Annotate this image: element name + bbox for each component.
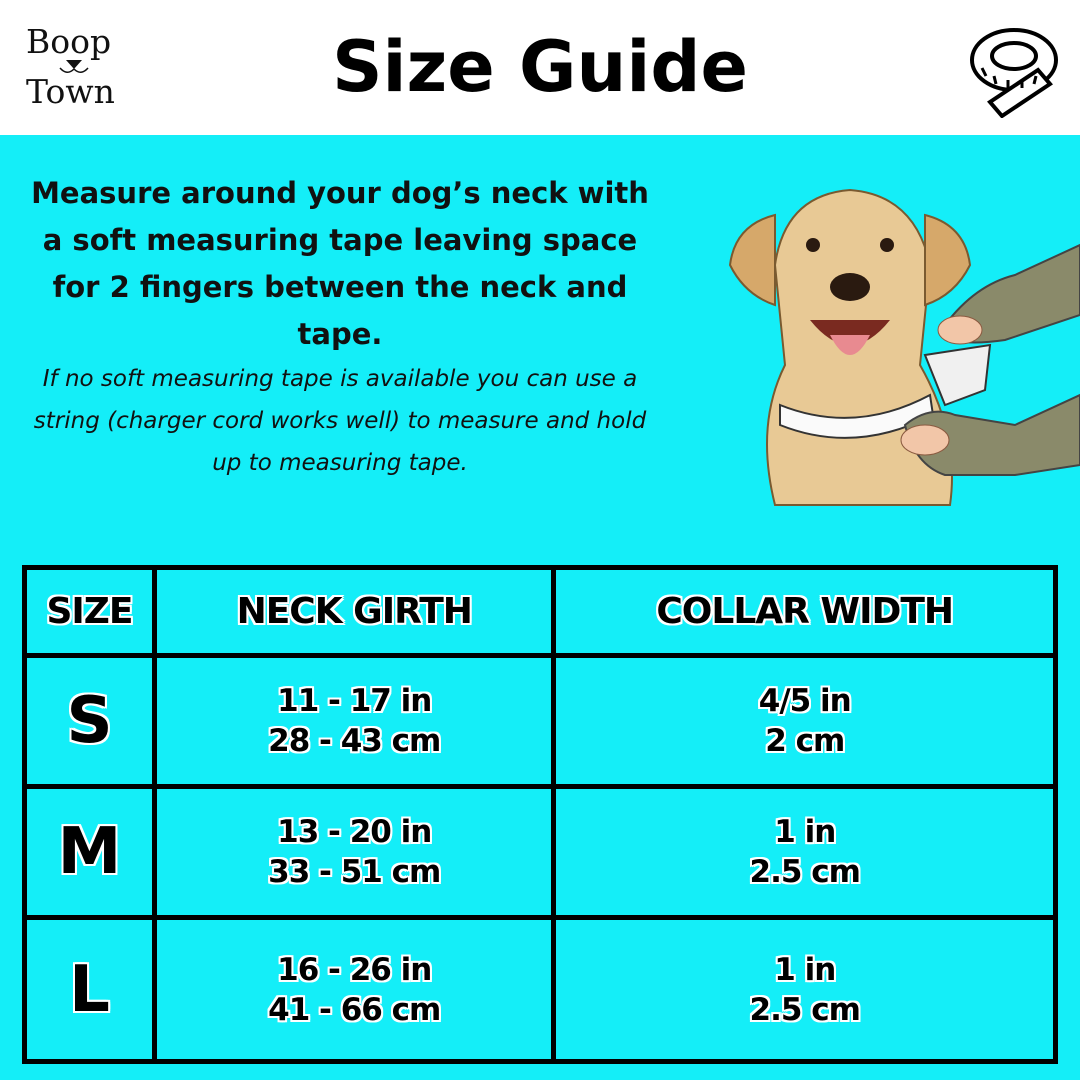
brand-line2: Town [26, 72, 115, 111]
header-collar-width: COLLAR WIDTH [551, 565, 1058, 658]
neck-girth-cell: 16 - 26 in 41 - 66 cm [151, 915, 557, 1064]
girth-cm: 33 - 51 cm [268, 854, 441, 890]
width-cm: 2 cm [765, 723, 845, 759]
brand-line1: Boop [26, 22, 112, 61]
header: Boop Town Size Guide [0, 0, 1080, 135]
table-row: L 16 - 26 in 41 - 66 cm 1 in 2.5 cm [22, 915, 1058, 1064]
header-size: SIZE [22, 565, 157, 658]
measuring-tape-icon [970, 28, 1058, 118]
width-in: 1 in [774, 951, 836, 988]
neck-girth-cell: 13 - 20 in 33 - 51 cm [151, 784, 557, 920]
girth-cm: 41 - 66 cm [268, 991, 441, 1028]
dog-measuring-illustration [728, 188, 1080, 506]
collar-width-cell: 4/5 in 2 cm [551, 653, 1058, 789]
width-in: 1 in [774, 814, 836, 850]
table-row: M 13 - 20 in 33 - 51 cm 1 in 2.5 cm [22, 784, 1058, 920]
brand-logo: Boop Town [26, 24, 126, 114]
girth-in: 13 - 20 in [277, 814, 432, 850]
width-cm: 2.5 cm [749, 991, 861, 1028]
size-label: M [22, 784, 157, 920]
collar-width-cell: 1 in 2.5 cm [551, 784, 1058, 920]
girth-in: 16 - 26 in [277, 951, 432, 988]
header-neck-girth: NECK GIRTH [151, 565, 557, 658]
note-text: If no soft measuring tape is available y… [33, 366, 647, 476]
collar-width-cell: 1 in 2.5 cm [551, 915, 1058, 1064]
table-row: S 11 - 17 in 28 - 43 cm 4/5 in 2 cm [22, 653, 1058, 789]
size-label: L [22, 915, 157, 1064]
table-header-row: SIZE NECK GIRTH COLLAR WIDTH [22, 565, 1058, 658]
page-title: Size Guide [332, 26, 748, 108]
instruction-text: Measure around your dog’s neck with a so… [31, 176, 649, 351]
neck-girth-cell: 11 - 17 in 28 - 43 cm [151, 653, 557, 789]
size-label: S [22, 653, 157, 789]
girth-in: 11 - 17 in [277, 683, 432, 719]
girth-cm: 28 - 43 cm [268, 723, 441, 759]
size-table: SIZE NECK GIRTH COLLAR WIDTH S 11 - 17 i… [22, 565, 1058, 1064]
dog-nose-icon [59, 60, 89, 73]
width-in: 4/5 in [758, 683, 852, 719]
width-cm: 2.5 cm [749, 854, 861, 890]
